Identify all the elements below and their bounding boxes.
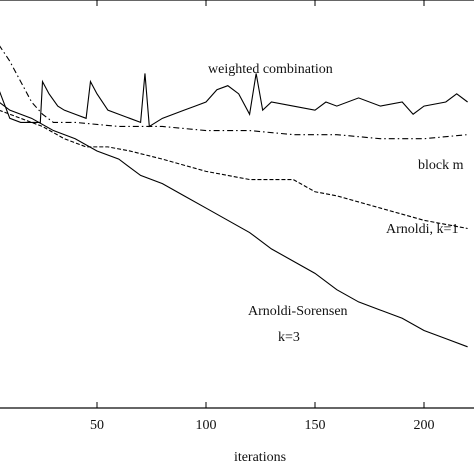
annotation: Arnoldi-Sorensen bbox=[248, 304, 348, 319]
series-line bbox=[0, 73, 468, 128]
x-axis-label: iterations bbox=[234, 450, 286, 465]
annotation: block m bbox=[418, 158, 464, 173]
series-line bbox=[0, 109, 468, 230]
x-tick-label: 100 bbox=[196, 418, 217, 433]
series-line bbox=[0, 102, 468, 348]
x-tick-label: 150 bbox=[305, 418, 326, 433]
x-tick-label: 50 bbox=[90, 418, 104, 433]
annotation: weighted combination bbox=[208, 62, 333, 77]
annotation: k=3 bbox=[278, 330, 300, 345]
series-line bbox=[0, 45, 468, 140]
plot-frame bbox=[0, 0, 474, 409]
annotation: Arnoldi, k=1 bbox=[386, 222, 458, 237]
x-tick-label: 200 bbox=[414, 418, 435, 433]
